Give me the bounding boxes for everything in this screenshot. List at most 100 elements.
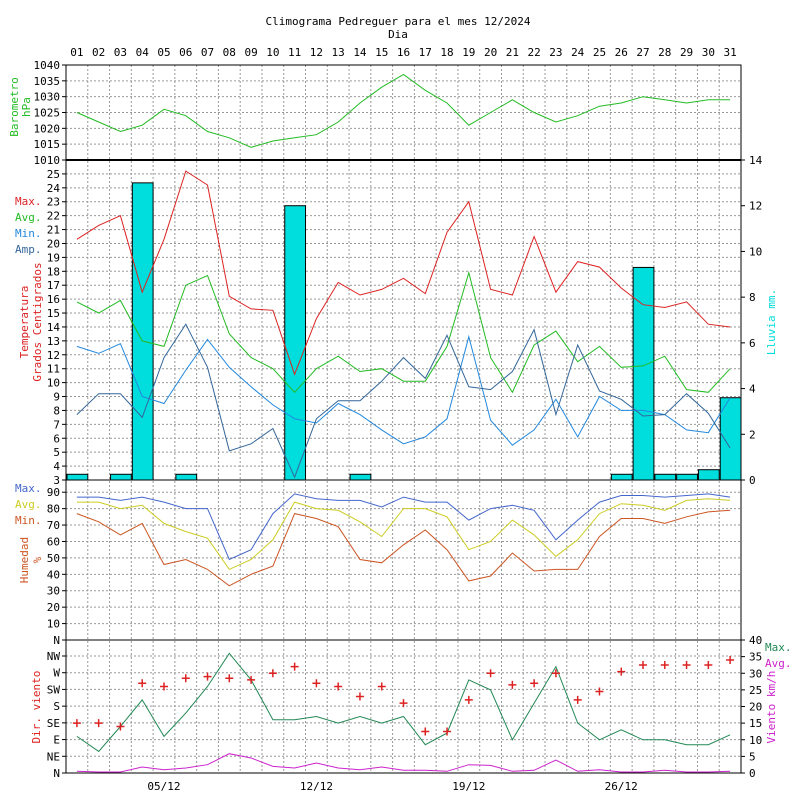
- y2-tick-label: 12: [749, 200, 762, 213]
- y2-tick-label: 2: [749, 428, 756, 441]
- y-tick-label: 10: [47, 618, 60, 631]
- x-tick-label: 11: [288, 46, 301, 59]
- wind-direction-marker: [617, 667, 626, 676]
- y-tick-label: SE: [47, 717, 60, 730]
- wind-direction-marker: [726, 655, 735, 664]
- y-tick-label: 14: [47, 321, 61, 334]
- y-tick-label: 13: [47, 335, 60, 348]
- y-tick-label: 30: [47, 585, 60, 598]
- y-tick-label: 24: [47, 182, 61, 195]
- date-label: 12/12: [300, 780, 333, 793]
- wind-direction-marker: [595, 687, 604, 696]
- lines-layer: [72, 73, 735, 773]
- wind-direction-marker: [399, 699, 408, 708]
- x-tick-label: 12: [310, 46, 323, 59]
- y-tick-label: 1030: [34, 91, 61, 104]
- y2-tick-label: 10: [749, 245, 762, 258]
- x-tick-label: 14: [353, 46, 367, 59]
- y-tick-label: 15: [47, 307, 60, 320]
- legend-entry: Min.: [15, 227, 42, 240]
- wind-direction-marker: [573, 695, 582, 704]
- wind-direction-marker: [312, 679, 321, 688]
- legend-entry: Max.: [15, 482, 42, 495]
- wind-direction-marker: [551, 669, 560, 678]
- x-tick-label: 15: [375, 46, 388, 59]
- y-tick-label: 23: [47, 196, 60, 209]
- y-tick-label: 1015: [34, 138, 61, 151]
- y-tick-label: 1025: [34, 107, 61, 120]
- rain-axis-label: Lluvia mm.: [765, 289, 778, 355]
- y2-tick-label: 20: [749, 701, 762, 714]
- y2-tick-label: 8: [749, 291, 756, 304]
- x-tick-label: 20: [484, 46, 497, 59]
- rain-bars-layer: [66, 182, 742, 481]
- pressure-line: [76, 73, 731, 148]
- y2-tick-label: 14: [749, 154, 763, 167]
- temperature-axis-unit: Grados Centigrados: [31, 262, 44, 381]
- y-tick-label: 1040: [34, 59, 61, 72]
- y-tick-label: 1020: [34, 122, 61, 135]
- x-tick-label: 04: [136, 46, 150, 59]
- wind-direction-marker: [138, 679, 147, 688]
- temperature-line-avg: [76, 270, 731, 394]
- rain-bar: [66, 473, 89, 481]
- y-tick-label: 60: [47, 535, 60, 548]
- rain-bar: [349, 473, 372, 481]
- rain-bar: [175, 473, 198, 481]
- wind-direction-marker: [94, 719, 103, 728]
- y-tick-label: 7: [53, 418, 60, 431]
- y-tick-label: 3: [53, 474, 60, 487]
- wind-direction-marker: [203, 672, 212, 681]
- legend-entry: Max.: [15, 195, 42, 208]
- temperature-axis-label: Temperatura: [18, 286, 31, 359]
- rain-bar: [131, 182, 154, 481]
- y-tick-label: 40: [47, 568, 60, 581]
- wind-direction-marker: [290, 662, 299, 671]
- x-tick-label: 31: [723, 46, 736, 59]
- date-label: 26/12: [605, 780, 638, 793]
- x-tick-label: 23: [549, 46, 562, 59]
- rain-bar: [610, 473, 633, 481]
- x-tick-label: 17: [419, 46, 432, 59]
- y-tick-label: W: [53, 667, 60, 680]
- y-tick-label: 16: [47, 293, 60, 306]
- y-tick-label: SW: [47, 683, 61, 696]
- wind-direction-marker: [486, 669, 495, 678]
- wind-direction-marker: [508, 680, 517, 689]
- x-tick-label: 26: [615, 46, 628, 59]
- y-tick-label: N: [53, 767, 60, 780]
- y2-tick-label: 6: [749, 337, 756, 350]
- y-tick-label: 1035: [34, 75, 61, 88]
- wind-line-avg: [76, 753, 731, 773]
- x-tick-label: 24: [571, 46, 585, 59]
- humidity-axis-label: Humedad: [18, 537, 31, 583]
- x-tick-label: 28: [658, 46, 671, 59]
- y-tick-label: 19: [47, 251, 60, 264]
- x-tick-label: 03: [114, 46, 127, 59]
- humidity-line-max: [76, 493, 731, 561]
- grid-layer: [66, 65, 741, 773]
- humidity-axis-unit: %: [31, 556, 44, 563]
- y-tick-label: S: [53, 700, 60, 713]
- y-tick-label: 4: [53, 460, 60, 473]
- y-tick-label: 5: [53, 446, 60, 459]
- labels-layer: 01 02 03 04 05 06 07 08 09 10 11 12 13 14 15 16 17 18 19 20…: [8, 46, 792, 793]
- y2-tick-label: 0: [749, 474, 756, 487]
- y-tick-label: 9: [53, 391, 60, 404]
- pressure-axis-unit: hPa: [20, 97, 33, 117]
- x-tick-label: 07: [201, 46, 214, 59]
- legend-entry: Min.: [15, 514, 42, 527]
- date-label: 19/12: [452, 780, 485, 793]
- x-tick-label: 05: [157, 46, 170, 59]
- y2-tick-label: 4: [749, 383, 756, 396]
- x-tick-label: 09: [244, 46, 257, 59]
- y-tick-label: 1010: [34, 154, 61, 167]
- y-tick-label: 8: [53, 404, 60, 417]
- rain-bar: [654, 473, 677, 481]
- wind-direction-marker: [421, 727, 430, 736]
- x-tick-label: 08: [223, 46, 236, 59]
- rain-bar: [719, 397, 742, 481]
- legend-entry: Max.: [765, 641, 792, 654]
- x-tick-label: 02: [92, 46, 105, 59]
- temperature-line-max: [76, 170, 731, 376]
